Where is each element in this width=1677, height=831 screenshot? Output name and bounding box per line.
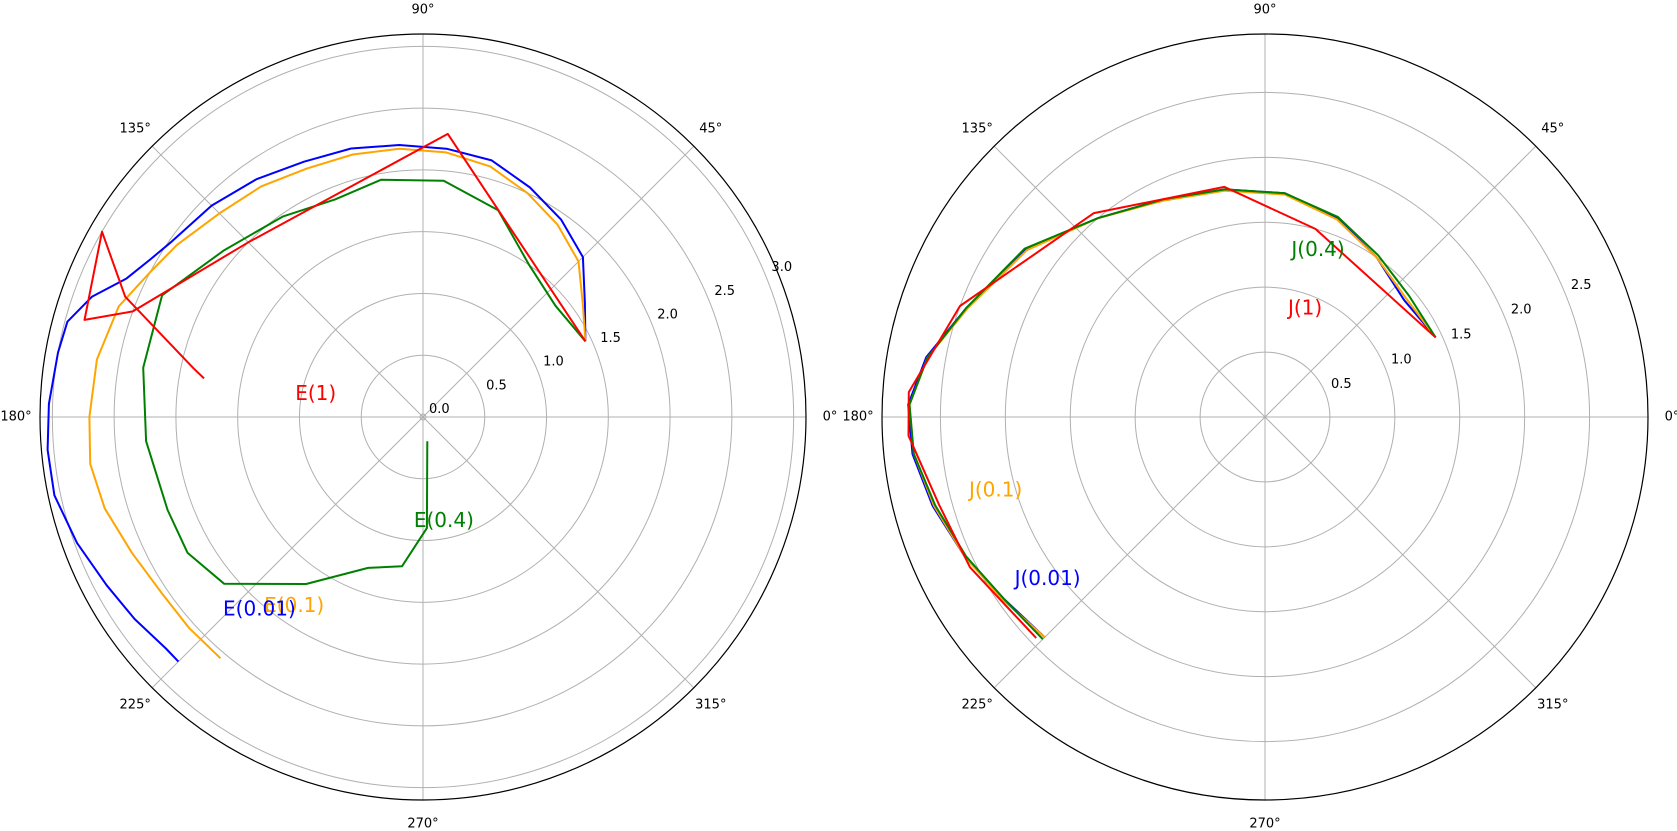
angle-tick-label: 0° xyxy=(1665,410,1677,425)
angle-tick-label: 315° xyxy=(695,697,726,712)
angle-tick-label: 270° xyxy=(1249,817,1280,831)
polar-frame xyxy=(881,33,1649,801)
angle-tick-label: 0° xyxy=(823,410,838,425)
radial-tick-label: 0.5 xyxy=(486,378,507,393)
angle-tick-label: 135° xyxy=(120,122,151,137)
radial-tick-label: 2.0 xyxy=(657,307,678,322)
angular-grid-line xyxy=(993,145,1266,418)
angle-tick-label: 90° xyxy=(411,3,434,18)
angular-grid-line xyxy=(422,416,695,689)
series-label-e-0-1: E(0.1) xyxy=(264,593,324,617)
radial-tick-label: 2.5 xyxy=(1571,278,1592,293)
angular-grid-line xyxy=(1264,145,1537,418)
angular-grid-line xyxy=(151,416,424,689)
series-lines xyxy=(907,185,1437,640)
series-label-j-0-4: J(0.4) xyxy=(1289,237,1344,261)
polar-chart-1: 0° 45° 90° 135° 180° 225° 270° 315° 0.0 0.5 1.0 1.5… xyxy=(0,3,837,831)
series-label-e-1: E(1) xyxy=(295,381,336,405)
angle-tick-label: 45° xyxy=(699,122,722,137)
radial-tick-label: 1.0 xyxy=(1391,352,1412,367)
series-label-e-0-4: E(0.4) xyxy=(414,508,474,532)
angular-grid-line xyxy=(422,145,695,418)
series-line-j-0-1 xyxy=(908,189,1437,639)
series-label-j-1: J(1) xyxy=(1286,296,1322,320)
angle-tick-label: 135° xyxy=(962,122,993,137)
radial-tick-label: 0.5 xyxy=(1331,377,1352,392)
radial-tick-label: 0.0 xyxy=(429,402,450,417)
polar-frame xyxy=(39,33,807,801)
angle-tick-label: 225° xyxy=(120,697,151,712)
angle-tick-label: 180° xyxy=(842,410,873,425)
series-line-e-0-1 xyxy=(88,147,587,660)
series-line-e-0-4 xyxy=(142,178,587,585)
radial-tick-label: 2.5 xyxy=(714,284,735,299)
radial-tick-label: 1.5 xyxy=(600,331,621,346)
series-label-e-0-01: E(0.01) xyxy=(223,597,296,621)
radial-tick-label: 1.5 xyxy=(1451,327,1472,342)
angular-grid-line xyxy=(993,416,1266,689)
series-label-j-0-1: J(0.1) xyxy=(967,477,1022,501)
series-label-j-0-01: J(0.01) xyxy=(1013,566,1081,590)
series-lines xyxy=(46,132,587,663)
series-line-j-0-01 xyxy=(907,188,1437,639)
series-line-j-0-4 xyxy=(908,188,1437,640)
radial-tick-label: 2.0 xyxy=(1511,303,1532,318)
radial-tick-label: 3.0 xyxy=(771,260,792,275)
angle-tick-label: 90° xyxy=(1253,3,1276,18)
angular-grid xyxy=(40,34,806,800)
angular-grid-line xyxy=(151,145,424,418)
angular-grid xyxy=(882,34,1648,800)
series-line-j-1 xyxy=(907,185,1437,639)
angle-tick-label: 45° xyxy=(1541,122,1564,137)
angular-grid-line xyxy=(1264,416,1537,689)
angle-tick-label: 180° xyxy=(0,410,31,425)
series-line-e-1 xyxy=(83,132,587,380)
radial-tick-label: 1.0 xyxy=(543,355,564,370)
angle-tick-label: 225° xyxy=(962,697,993,712)
series-line-e-0-01 xyxy=(46,144,587,663)
angle-tick-label: 270° xyxy=(407,817,438,831)
polar-chart-2: 0° 45° 90° 135° 180° 225° 270° 315° 0.5 1.0 1.5 2.0… xyxy=(842,3,1677,831)
angle-tick-label: 315° xyxy=(1537,697,1568,712)
